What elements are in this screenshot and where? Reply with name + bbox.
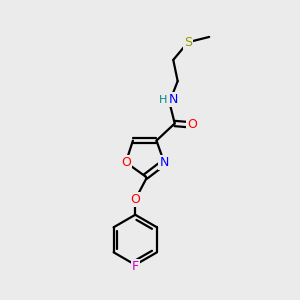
Text: O: O (130, 193, 140, 206)
Text: N: N (159, 156, 169, 169)
Text: O: O (188, 118, 197, 131)
Text: S: S (184, 36, 192, 49)
Text: H: H (159, 95, 167, 105)
Text: N: N (168, 93, 178, 106)
Text: O: O (121, 156, 131, 169)
Text: F: F (132, 260, 139, 273)
